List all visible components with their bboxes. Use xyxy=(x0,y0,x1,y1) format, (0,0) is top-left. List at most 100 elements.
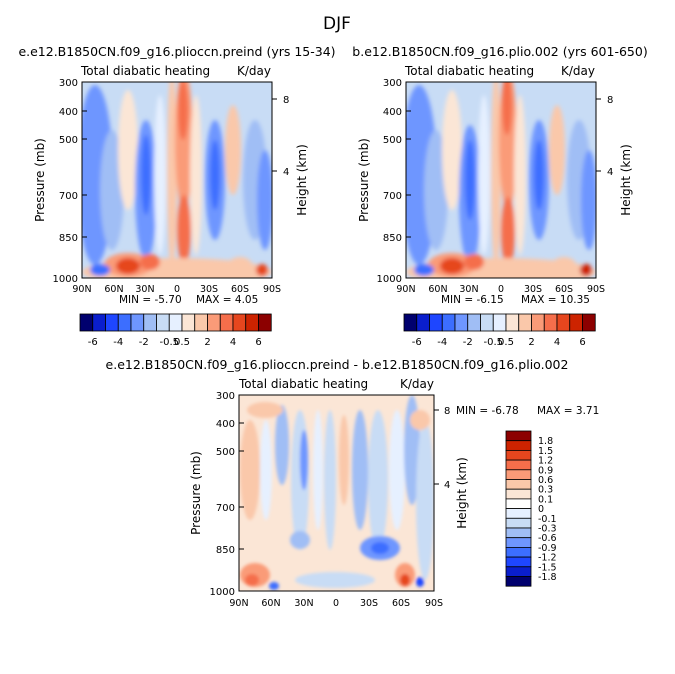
colorbar-swatch xyxy=(441,313,456,332)
colorbar-preind: -6 -4 -2 -0.50.5 2 4 6 xyxy=(79,313,272,348)
x-tick-label: 60S xyxy=(231,284,249,295)
units-label: K/day xyxy=(237,64,271,78)
colorbar-swatch xyxy=(505,459,532,471)
min-value: MIN = -6.78 xyxy=(456,405,519,417)
colorbar-swatch xyxy=(454,313,469,332)
colorbar-swatch xyxy=(207,313,221,332)
y-tick-label: 700 xyxy=(383,191,402,202)
y-tick-label: 850 xyxy=(383,233,402,244)
x-tick-label: 90S xyxy=(425,598,443,609)
colorbar-label: 0.1 xyxy=(538,494,553,505)
y-tick-label: 400 xyxy=(383,107,402,118)
colorbar-swatch xyxy=(531,313,545,332)
colorbar-label: 0.3 xyxy=(538,485,553,496)
panel-preind: e.e12.B1850CN.f09_g16.plioccn.preind (yr… xyxy=(18,44,335,306)
colorbar-label: 1.2 xyxy=(538,456,553,467)
colorbar-label: 0.6 xyxy=(538,475,553,486)
y-tick-label: 1000 xyxy=(53,274,78,285)
colorbar-label: -1.5 xyxy=(538,562,557,573)
y-tick-label: 500 xyxy=(216,447,235,458)
max-value: MAX = 4.05 xyxy=(196,294,258,306)
x-tick-label: 90S xyxy=(587,284,605,295)
panel-title: b.e12.B1850CN.f09_g16.plio.002 (yrs 601-… xyxy=(352,44,647,59)
x-tick-label: 0 xyxy=(333,598,339,609)
height-tick-label: 8 xyxy=(444,406,450,417)
colorbar-swatch xyxy=(467,313,481,332)
min-value: MIN = -5.70 xyxy=(119,294,182,306)
x-tick-label: 60N xyxy=(261,598,280,609)
colorbar-swatch xyxy=(79,313,94,332)
y-tick-label: 700 xyxy=(59,191,78,202)
right-axis-label: Height (km) xyxy=(619,144,633,215)
colorbar-swatch xyxy=(258,313,272,332)
x-tick-label: 30S xyxy=(524,284,542,295)
colorbar-label: -6 xyxy=(412,337,422,348)
field-label: Total diabatic heating xyxy=(404,64,534,78)
y-tick-label: 700 xyxy=(216,503,235,514)
height-tick-label: 8 xyxy=(607,95,613,106)
colorbar-swatch xyxy=(569,313,583,332)
y-tick-label: 1000 xyxy=(377,274,402,285)
height-tick-label: 4 xyxy=(283,167,289,178)
colorbar-swatch xyxy=(505,498,532,509)
colorbar-label: 0.5 xyxy=(498,337,514,348)
colorbar-label: -2 xyxy=(139,337,149,348)
figure-title: DJF xyxy=(323,14,351,34)
x-tick-label: 30N xyxy=(294,598,313,609)
panel-plio: b.e12.B1850CN.f09_g16.plio.002 (yrs 601-… xyxy=(352,44,647,306)
colorbar-swatch xyxy=(505,556,532,568)
colorbar-plio: -6 -4 -2 -0.50.5 2 4 6 xyxy=(403,313,596,348)
field-label: Total diabatic heating xyxy=(80,64,210,78)
x-tick-label: 60S xyxy=(392,598,410,609)
x-tick-label: 0 xyxy=(498,284,504,295)
max-value: MAX = 10.35 xyxy=(521,294,590,306)
colorbar-label: 2 xyxy=(204,337,210,348)
y-tick-label: 300 xyxy=(59,78,78,89)
colorbar-swatch xyxy=(194,313,208,332)
y-tick-label: 400 xyxy=(216,419,235,430)
colorbar-label: 2 xyxy=(528,337,534,348)
colorbar-swatch xyxy=(156,313,170,332)
units-label: K/day xyxy=(400,377,434,391)
field-label: Total diabatic heating xyxy=(238,377,368,391)
y-tick-label: 400 xyxy=(59,107,78,118)
colorbar-swatch xyxy=(505,313,520,332)
colorbar-swatch xyxy=(92,313,106,332)
colorbar-swatch xyxy=(505,469,532,480)
x-tick-label: 90N xyxy=(396,284,415,295)
colorbar-swatch xyxy=(505,547,532,558)
colorbar-label: 0.5 xyxy=(174,337,190,348)
x-tick-label: 60N xyxy=(104,284,123,295)
colorbar-label: -4 xyxy=(437,337,447,348)
x-tick-label: 30N xyxy=(459,284,478,295)
x-tick-label: 30S xyxy=(200,284,218,295)
colorbar-label: 1.8 xyxy=(538,436,553,447)
colorbar-label: 1.5 xyxy=(538,446,553,457)
y-tick-label: 1000 xyxy=(210,587,235,598)
units-label: K/day xyxy=(561,64,595,78)
colorbar-swatch xyxy=(505,449,532,461)
colorbar-label: 0 xyxy=(538,504,544,515)
heatmap-field xyxy=(406,82,596,278)
colorbar-swatch xyxy=(232,313,247,332)
colorbar-label: -6 xyxy=(88,337,98,348)
colorbar-swatch xyxy=(505,488,532,500)
panel-difference: e.e12.B1850CN.f09_g16.plioccn.preind - b… xyxy=(106,357,600,609)
right-axis-label: Height (km) xyxy=(295,144,309,215)
colorbar-swatch xyxy=(556,313,571,332)
right-axis-label: Height (km) xyxy=(455,457,469,528)
x-tick-label: 0 xyxy=(174,284,180,295)
colorbar-swatch xyxy=(505,517,532,529)
colorbar-swatch xyxy=(505,430,532,442)
y-tick-label: 850 xyxy=(216,545,235,556)
y-tick-label: 500 xyxy=(383,135,402,146)
heatmap-field xyxy=(239,395,434,591)
panel-title: e.e12.B1850CN.f09_g16.plioccn.preind (yr… xyxy=(18,44,335,59)
colorbar-label: -1.8 xyxy=(538,572,557,583)
x-tick-label: 30N xyxy=(135,284,154,295)
colorbar-swatch xyxy=(518,313,532,332)
colorbar-swatch xyxy=(130,313,145,332)
x-tick-label: 60S xyxy=(555,284,573,295)
panel-title: e.e12.B1850CN.f09_g16.plioccn.preind - b… xyxy=(106,357,569,372)
